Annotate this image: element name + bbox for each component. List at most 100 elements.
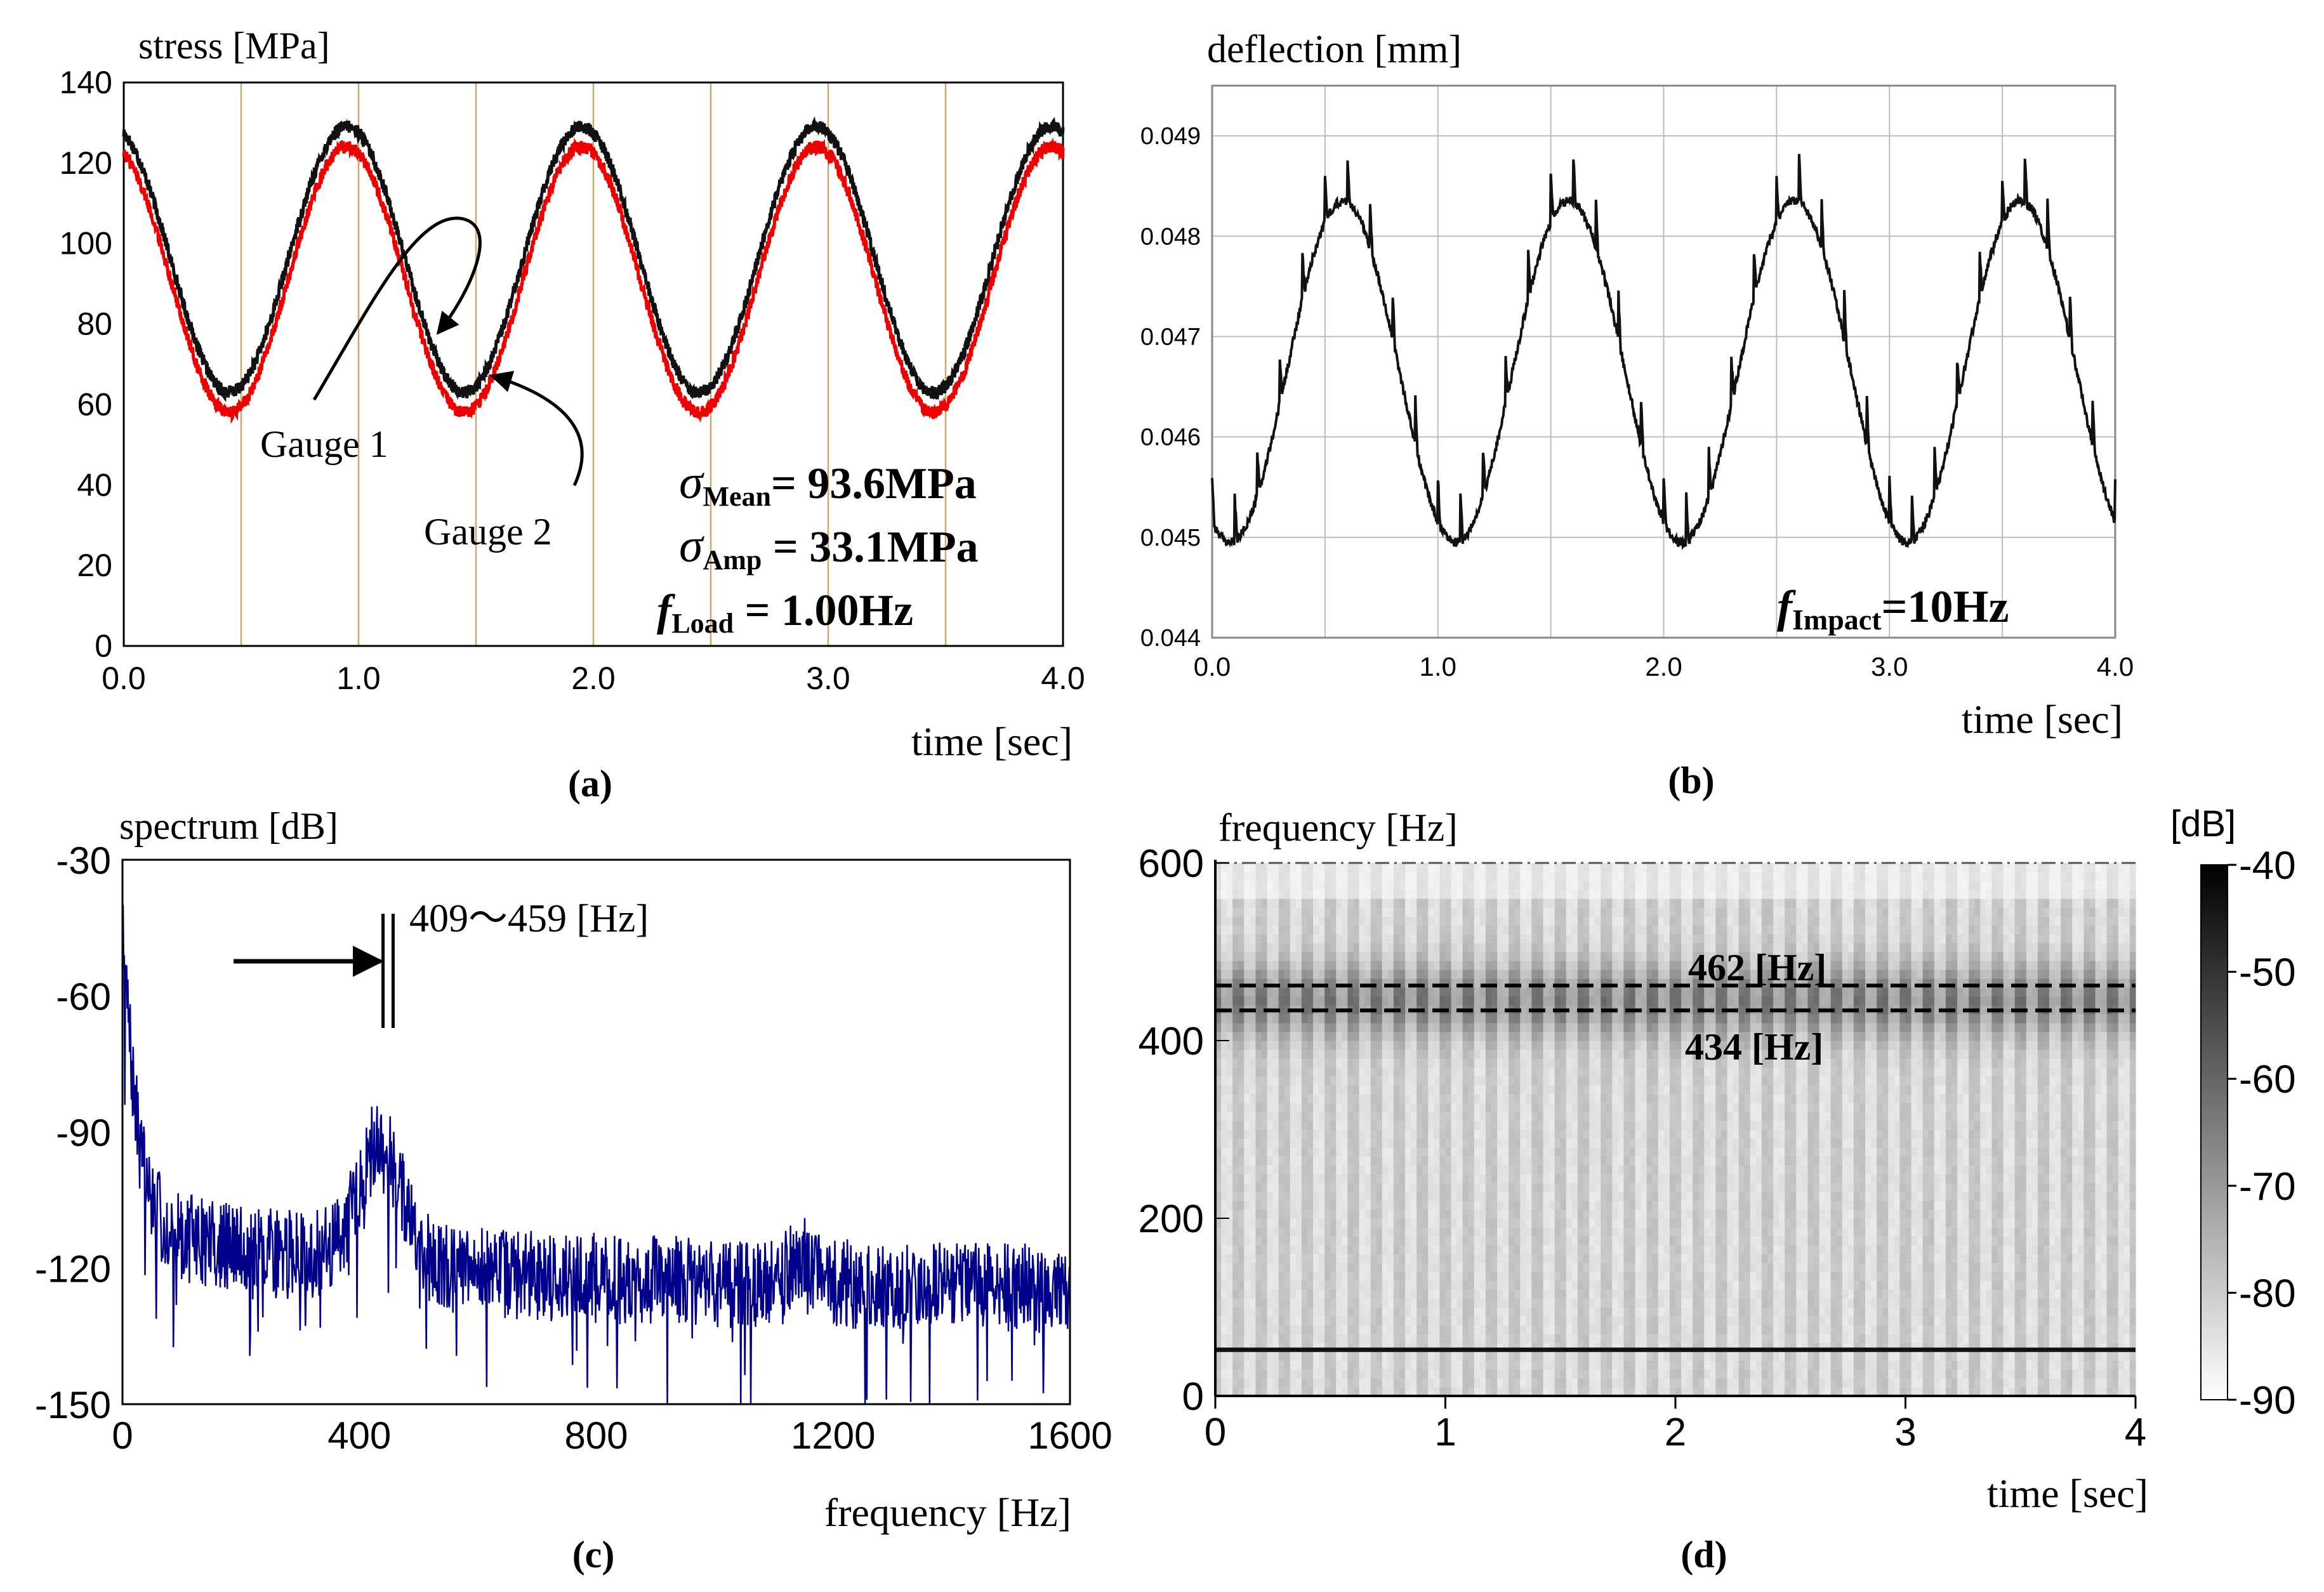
spectrogram-cell <box>1359 934 1366 944</box>
spectrogram-cell <box>1238 1023 1245 1032</box>
spectrogram-cell <box>1474 881 1481 890</box>
spectrogram-cell <box>1485 1236 1492 1246</box>
spectrogram-cell <box>1641 1023 1647 1032</box>
spectrogram-cell <box>1428 1165 1434 1174</box>
spectrogram-cell <box>1278 1307 1285 1317</box>
spectrogram-cell <box>1537 881 1544 890</box>
spectrogram-cell <box>1503 952 1509 961</box>
spectrogram-cell <box>1336 1343 1342 1352</box>
spectrogram-cell <box>1244 1183 1250 1192</box>
spectrogram-cell <box>1445 1360 1452 1370</box>
spectrogram-cell <box>1290 943 1297 952</box>
spectrogram-cell <box>1520 1272 1526 1281</box>
spectrogram-cell <box>1514 1147 1521 1157</box>
spectrogram-cell <box>1479 1183 1486 1192</box>
spectrogram-cell <box>1554 1014 1561 1023</box>
spectrogram-cell <box>1261 863 1268 872</box>
spectrogram-cell <box>1411 1138 1417 1148</box>
spectrogram-cell <box>1577 1387 1584 1397</box>
spectrogram-cell <box>1641 1121 1647 1130</box>
spectrogram-cell <box>1485 907 1492 917</box>
spectrogram-cell <box>1422 1352 1429 1361</box>
spectrogram-cell <box>1319 1032 1325 1041</box>
spectrogram-cell <box>1595 1307 1601 1317</box>
spectrogram-cell <box>1554 1129 1561 1139</box>
spectrogram-cell <box>1244 1334 1250 1343</box>
spectrogram-cell <box>1491 996 1498 1006</box>
spectrogram-cell <box>1601 1209 1607 1219</box>
spectrogram-cell <box>1623 1094 1630 1103</box>
spectrogram-cell <box>1250 1218 1257 1228</box>
spectrogram-cell <box>1284 1245 1291 1254</box>
spectrogram-cell <box>1364 934 1371 944</box>
spectrogram-cell <box>1330 1236 1337 1246</box>
spectrogram-cell <box>1497 934 1503 944</box>
spectrogram-cell <box>1267 1343 1274 1352</box>
spectrogram-cell <box>1462 952 1469 961</box>
spectrogram-cell <box>1428 1121 1434 1130</box>
spectrogram-cell <box>1548 1343 1555 1352</box>
spectrogram-cell <box>1422 1227 1429 1237</box>
spectrogram-cell <box>1485 1334 1492 1343</box>
spectrogram-cell <box>1411 881 1417 890</box>
spectrogram-cell <box>1571 1316 1578 1326</box>
spectrogram-cell <box>1284 1209 1291 1219</box>
spectrogram-cell <box>1387 1147 1394 1157</box>
spectrogram-cell <box>1399 1023 1406 1032</box>
spectrogram-cell <box>1554 863 1561 872</box>
spectrogram-cell <box>1313 1121 1319 1130</box>
spectrogram-cell <box>1548 1378 1555 1388</box>
spectrogram-cell <box>1399 1103 1406 1112</box>
spectrogram-cell <box>1250 1227 1257 1237</box>
spectrogram-cell <box>1353 1138 1360 1148</box>
spectrogram-cell <box>1359 1121 1366 1130</box>
spectrogram-cell <box>1554 1147 1561 1157</box>
spectrogram-cell <box>1215 1316 1222 1326</box>
spectrogram-cell <box>1416 872 1423 881</box>
spectrogram-cell <box>1422 1014 1429 1023</box>
spectrogram-cell <box>1267 952 1274 961</box>
spectrogram-cell <box>1307 1201 1314 1210</box>
spectrogram-cell <box>1238 1058 1245 1068</box>
spectrogram-cell <box>1595 872 1601 881</box>
spectrogram-cell <box>1336 1334 1342 1343</box>
spectrogram-cell <box>1439 1094 1446 1103</box>
spectrogram-cell <box>1509 1227 1515 1237</box>
spectrogram-cell <box>1313 1378 1319 1388</box>
spectrogram-cell <box>1439 1174 1446 1183</box>
spectrogram-cell <box>1526 1263 1533 1272</box>
spectrogram-cell <box>1548 1112 1555 1121</box>
spectrogram-cell <box>1663 1165 1670 1174</box>
spectrogram-cell <box>1479 1289 1486 1299</box>
spectrogram-cell <box>1526 1236 1533 1246</box>
spectrogram-cell <box>1215 1085 1222 1095</box>
spectrogram-cell <box>1509 1076 1515 1086</box>
spectrogram-cell <box>1571 1378 1578 1388</box>
spectrogram-cell <box>1479 978 1486 988</box>
spectrogram-cell <box>1267 1369 1274 1379</box>
spectrogram-cell <box>1652 987 1659 997</box>
spectrogram-cell <box>1364 1245 1371 1254</box>
spectrogram-cell <box>1543 1192 1550 1201</box>
spectrogram-cell <box>1255 1156 1262 1166</box>
x-tick-label: 0.0 <box>102 661 146 696</box>
spectrogram-cell <box>1652 1129 1659 1139</box>
spectrogram-cell <box>1537 952 1544 961</box>
spectrogram-cell <box>1399 1334 1406 1343</box>
spectrogram-cell <box>1434 1156 1441 1166</box>
spectrogram-cell <box>1485 1209 1492 1219</box>
spectrogram-cell <box>1399 1183 1406 1192</box>
spectrogram-cell <box>1411 1201 1417 1210</box>
spectrogram-cell <box>1382 1192 1389 1201</box>
spectrogram-cell <box>1612 1236 1618 1246</box>
spectrogram-cell <box>1250 1067 1257 1077</box>
spectrogram-cell <box>1589 925 1595 935</box>
spectrogram-cell <box>1623 863 1630 872</box>
spectrogram-cell <box>1663 987 1670 997</box>
spectrogram-cell <box>1364 925 1371 935</box>
spectrogram-cell <box>1382 1067 1389 1077</box>
spectrogram-cell <box>1571 943 1578 952</box>
spectrogram-cell <box>1595 1076 1601 1086</box>
spectrogram-cell <box>1543 1343 1550 1352</box>
spectrogram-cell <box>1548 1263 1555 1272</box>
